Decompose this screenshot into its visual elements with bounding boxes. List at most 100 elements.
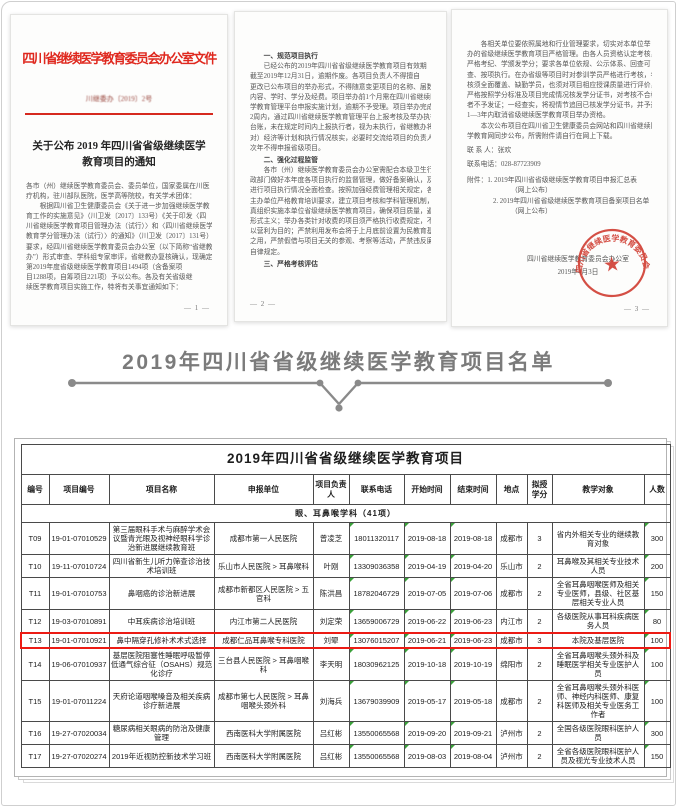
scan-text-line: 续医学教育项目实施工作，特将有关事宜通知如下： (26, 284, 183, 292)
scan-text-line: 教育学分管理办法（试行）〉的通知》（川卫发〔2017〕131号） (26, 233, 212, 241)
cell-city: 泸州市 (495, 744, 528, 768)
scan-text-line: 核须全面覆盖、缺勤学员，也须对项目相应授课质量进行评价， (467, 81, 652, 89)
scan-text-line: 以营利为目的；严禁利用发布会将于上月底前设置为民教育基地 (250, 228, 431, 236)
cell-code: 19-06-07010937 (48, 647, 110, 681)
cell-num: 200 (643, 554, 671, 578)
cell-phone: 18782046729 (348, 577, 405, 610)
cell-name: 糖尿病相关眼病的防治及健康管理 (108, 721, 215, 745)
scan-text-line: 形式主义；举办各类针对收费的项目须严格执行收费规定，不得 (250, 218, 431, 225)
cell-num: 100 (643, 647, 671, 681)
cell-city: 成都市 (495, 522, 528, 555)
table-row: T09 19-01-07010529 第三届眼科手术与麻醉学术会议暨青光眼及视神经眼… (20, 522, 671, 555)
scan-text-line: 学教育管理平台申报实施计划，逾期不予受理。项目举办完成后 (250, 103, 431, 111)
cell-start: 2019-06-21 (403, 632, 451, 649)
table-row: T16 19-27-07020034 糖尿病相关眼病的防治及健康管理 西南医科大学附属… (20, 721, 671, 745)
cell-end: 2019-06-23 (449, 632, 497, 649)
document-number: 川继委办〔2019〕2号 (85, 95, 153, 103)
scan-text-line: 办”）形式审查、学科组专家审评，省继教办复核确认，现确定 (26, 253, 212, 261)
column-header-2: 项目名称 (108, 474, 215, 505)
scan-text-line: 更改已公布项目的举办形式，不得随意变更项目的名称、届数、 (250, 83, 431, 91)
scan-text-line: 学教育网同步公布，所需附件请自行在网上下载。 (467, 132, 617, 140)
column-header-3: 申报单位 (213, 474, 314, 505)
cell-audience: 本院及基层医院 (551, 632, 645, 649)
cell-code: 19-01-07011224 (48, 680, 110, 722)
attachment-line: 2. 2019年四川省省级继续医学教育项目备案项目名单 (493, 197, 650, 205)
cell-unit: 三台县人民医院 > 耳鼻咽喉科 (213, 647, 314, 681)
cell-code: 19-01-07010753 (48, 577, 110, 610)
cell-leader: 曾凌芝 (312, 522, 350, 555)
list-section-title: 2019年四川省省级继续医学教育项目名单 (122, 351, 555, 374)
cell-start: 2019-10-18 (403, 647, 451, 681)
cell-num: 300 (643, 721, 671, 745)
cell-num: 100 (643, 632, 672, 649)
cell-name: 鼻咽癌的诊治新进展 (108, 577, 215, 610)
scan-text-line: 对）经济等计划和执行情况核实，必要时交流给项目的负责人， (250, 134, 431, 142)
cell-no: T16 (20, 721, 50, 745)
scan-text-line: 要求，经四川省继续医学教育委员会办公室（以下简称“省继教 (26, 243, 212, 251)
cell-audience: 全省耳鼻咽喉头颈外科及睡眠医学相关专业医护人员 (551, 647, 645, 681)
cell-credit: 2 (526, 680, 553, 722)
cell-leader: 吕红彬 (312, 744, 350, 768)
column-header-9: 拟授学分 (526, 474, 553, 505)
scan-text-line: 次年不得申报省级项目。 (250, 144, 325, 152)
scan-body-text: 各市（州）继续医学教育委员会、委员单位，国家委属在川医 疗机构，驻川部队医院，医学… (26, 182, 212, 294)
table-section-row: 眼、耳鼻喉学科（41项） (20, 504, 671, 523)
cell-start: 2019-08-03 (403, 744, 451, 768)
cell-city: 泸州市 (495, 721, 528, 745)
cell-credit: 3 (526, 632, 553, 649)
cell-end: 2019-10-19 (449, 647, 497, 681)
scan-text-line: 育工作的实施意见》（川卫发〔2017〕133号）《关于印发〈四 (26, 213, 207, 221)
cell-phone: 13076015207 (348, 632, 405, 649)
cell-name: 中耳疾病诊治培训班 (108, 609, 215, 634)
page-number: — 1 — (184, 304, 210, 312)
scan-text-line: 各相关单位要依照属地和行业管理要求，切实对本单位举 (467, 41, 651, 48)
cell-unit: 内江市第二人民医院 (213, 609, 314, 634)
cell-code: 19-01-07010921 (48, 632, 110, 649)
cell-num: 150 (643, 577, 671, 610)
cell-phone: 18011320117 (348, 522, 405, 555)
cell-unit: 乐山市人民医院 > 耳鼻喉科 (213, 554, 314, 578)
scan-text-line: 联 系 人：张欢 (467, 146, 512, 154)
table-row: T11 19-01-07010753 鼻咽癌的诊治新进展 成都市新都区人民医院 > 五… (20, 577, 671, 610)
column-header-7: 结束时间 (449, 474, 497, 505)
project-table: 2019年四川省省级继续医学教育项目 编号 项目编号 项目名称 申报单位 项目负责人 联系… (20, 444, 672, 768)
cell-unit: 西南医科大学附属医院 (213, 721, 314, 745)
cell-name: 四川省新生儿听力筛查诊治技术培训班 (108, 554, 215, 578)
red-divider-line (25, 113, 213, 115)
attachment-list: 附件：1. 2019年四川省省级继续医学教育项目申报汇总表 （网上公布） 2. 20… (467, 176, 652, 217)
page-number: — 2 — (250, 300, 276, 308)
cell-unit: 成都市第一人民医院 (213, 522, 314, 555)
scan-text-line: 联系电话：028-87723909 (467, 161, 541, 169)
attachment-line: 附件：1. 2019年四川省省级继续医学教育项目申报汇总表 (467, 177, 637, 185)
svg-text:★: ★ (602, 253, 622, 277)
attachment-line: （网上公布） (511, 187, 552, 195)
cell-phone: 13550065568 (348, 721, 405, 745)
attachment-line: （网上公布） (511, 207, 552, 215)
scan-text-line: 各市（州）继续医学教育委员会办公室需配合本级卫生行 (250, 167, 431, 175)
cell-unit: 西南医科大学附属医院 (213, 744, 314, 768)
cell-no: T15 (20, 680, 50, 722)
scan-text-line: 之用，严禁假借与项目无关的参观、考察等活动，严禁违反廉洁 (250, 238, 431, 246)
cell-no: T12 (20, 609, 50, 634)
cell-city: 绵阳市 (495, 647, 528, 681)
scan-text-line: 疗机构，驻川部队医院，医学高等院校，有关学术团体： (26, 192, 196, 200)
cell-code: 19-27-07020274 (48, 744, 110, 768)
scan-text-line: 查、按项执行。在办省级等项目时对参训学员严格进行考核，考 (467, 71, 652, 79)
cell-city: 乐山市 (495, 554, 528, 578)
scan-text-line: 严格按照学分标准及项目完成情况核发学分证书，对考核不合格 (467, 91, 652, 99)
cell-num: 150 (643, 744, 671, 768)
column-header-5: 联系电话 (348, 474, 405, 505)
scan-text-line: 根据四川省卫生健康委员会《关于进一步加强继续医学教 (26, 202, 210, 210)
cell-end: 2019-06-23 (449, 609, 497, 634)
table-row: T12 19-03-07010891 中耳疾病诊治培训班 内江市第二人民医院 刘定荣 13… (20, 609, 671, 634)
column-header-1: 项目编号 (48, 474, 110, 505)
scan-section-heading: 一、规范项目执行 (250, 53, 318, 60)
cell-city: 成都市 (495, 680, 528, 722)
cell-phone: 13679039909 (348, 680, 405, 722)
scan-body-text: 各相关单位要依照属地和行业管理要求，切实对本单位举 办的省级继续医学教育项目严格管… (467, 40, 652, 217)
cell-audience: 省内外相关专业的继续教育对象 (551, 522, 645, 555)
cell-leader: 刘定荣 (312, 609, 350, 634)
cell-start: 2019-09-20 (403, 721, 451, 745)
column-header-4: 项目负责人 (312, 474, 350, 505)
